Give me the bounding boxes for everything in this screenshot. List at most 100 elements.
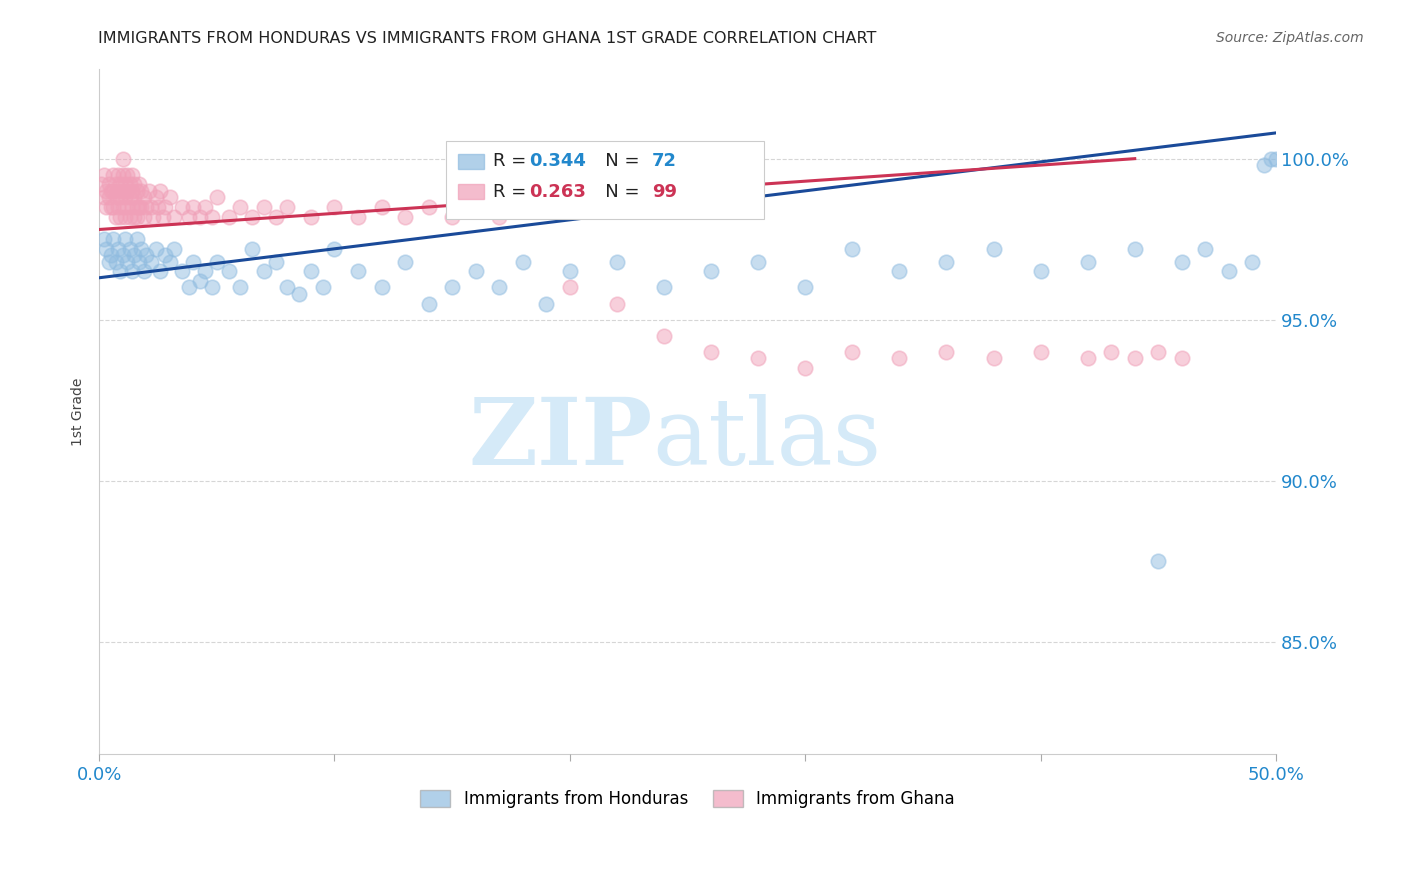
Point xyxy=(97,178,120,192)
Point xyxy=(117,184,139,198)
Point xyxy=(163,242,186,256)
Point xyxy=(188,274,211,288)
Point xyxy=(177,280,200,294)
Point xyxy=(145,190,167,204)
Point xyxy=(1147,344,1170,359)
Point xyxy=(103,168,125,182)
Point xyxy=(139,254,162,268)
Point xyxy=(194,200,217,214)
Point xyxy=(152,210,174,224)
Point xyxy=(240,242,263,256)
Point xyxy=(229,200,252,214)
Text: ZIP: ZIP xyxy=(468,393,652,483)
Point xyxy=(149,184,172,198)
Text: 99: 99 xyxy=(652,183,678,201)
Point xyxy=(124,248,146,262)
Point xyxy=(97,190,120,204)
Point xyxy=(104,178,127,192)
Point xyxy=(464,200,486,214)
Point xyxy=(652,328,675,343)
Point xyxy=(229,280,252,294)
Point xyxy=(264,210,287,224)
Point xyxy=(111,168,134,182)
Point xyxy=(1241,254,1264,268)
Point xyxy=(125,232,148,246)
Point xyxy=(135,248,157,262)
Point xyxy=(107,168,129,182)
Point xyxy=(96,184,118,198)
Point xyxy=(394,254,416,268)
Point xyxy=(1218,264,1240,278)
Point xyxy=(558,280,581,294)
FancyBboxPatch shape xyxy=(458,185,484,200)
Point xyxy=(117,254,139,268)
Point xyxy=(488,210,510,224)
Point xyxy=(700,264,723,278)
Text: R =: R = xyxy=(494,183,533,201)
Point xyxy=(131,200,153,214)
Point xyxy=(889,264,911,278)
Point xyxy=(606,296,628,310)
Point xyxy=(512,254,534,268)
Point xyxy=(100,200,122,214)
Point xyxy=(110,210,132,224)
Point xyxy=(93,168,115,182)
Point xyxy=(1077,351,1099,366)
Point xyxy=(218,264,240,278)
Point xyxy=(464,264,486,278)
Text: N =: N = xyxy=(588,183,645,201)
Point xyxy=(104,254,127,268)
Point xyxy=(418,296,440,310)
Point xyxy=(700,344,723,359)
Point xyxy=(194,264,217,278)
Point xyxy=(253,264,276,278)
Point xyxy=(132,210,155,224)
Point xyxy=(142,210,165,224)
Point xyxy=(114,210,136,224)
Point xyxy=(96,242,118,256)
Point xyxy=(111,152,134,166)
Point xyxy=(121,264,143,278)
Point xyxy=(114,178,136,192)
Point xyxy=(652,280,675,294)
Y-axis label: 1st Grade: 1st Grade xyxy=(72,377,86,445)
Point xyxy=(218,210,240,224)
Point xyxy=(606,254,628,268)
Point xyxy=(110,264,132,278)
Point xyxy=(131,184,153,198)
Point xyxy=(135,200,157,214)
Point xyxy=(110,178,132,192)
Point xyxy=(124,210,146,224)
Point xyxy=(163,210,186,224)
Point xyxy=(394,210,416,224)
Point xyxy=(935,344,957,359)
Point xyxy=(347,210,370,224)
Point xyxy=(104,190,127,204)
Point xyxy=(1029,264,1052,278)
Point xyxy=(441,210,464,224)
Text: IMMIGRANTS FROM HONDURAS VS IMMIGRANTS FROM GHANA 1ST GRADE CORRELATION CHART: IMMIGRANTS FROM HONDURAS VS IMMIGRANTS F… xyxy=(98,31,877,46)
Point xyxy=(93,190,115,204)
Point xyxy=(149,264,172,278)
FancyBboxPatch shape xyxy=(446,141,763,219)
Point xyxy=(124,190,146,204)
Point xyxy=(177,210,200,224)
Point xyxy=(107,184,129,198)
Point xyxy=(93,232,115,246)
Point xyxy=(558,264,581,278)
Point xyxy=(104,210,127,224)
Point xyxy=(841,344,863,359)
Point xyxy=(125,184,148,198)
Text: R =: R = xyxy=(494,153,533,170)
Point xyxy=(794,360,817,375)
Point xyxy=(118,190,141,204)
Point xyxy=(1194,242,1216,256)
Point xyxy=(323,242,346,256)
Point xyxy=(159,254,181,268)
Text: atlas: atlas xyxy=(652,393,882,483)
Point xyxy=(118,178,141,192)
Point xyxy=(253,200,276,214)
Point xyxy=(117,200,139,214)
Point xyxy=(117,168,139,182)
Text: 0.263: 0.263 xyxy=(529,183,585,201)
